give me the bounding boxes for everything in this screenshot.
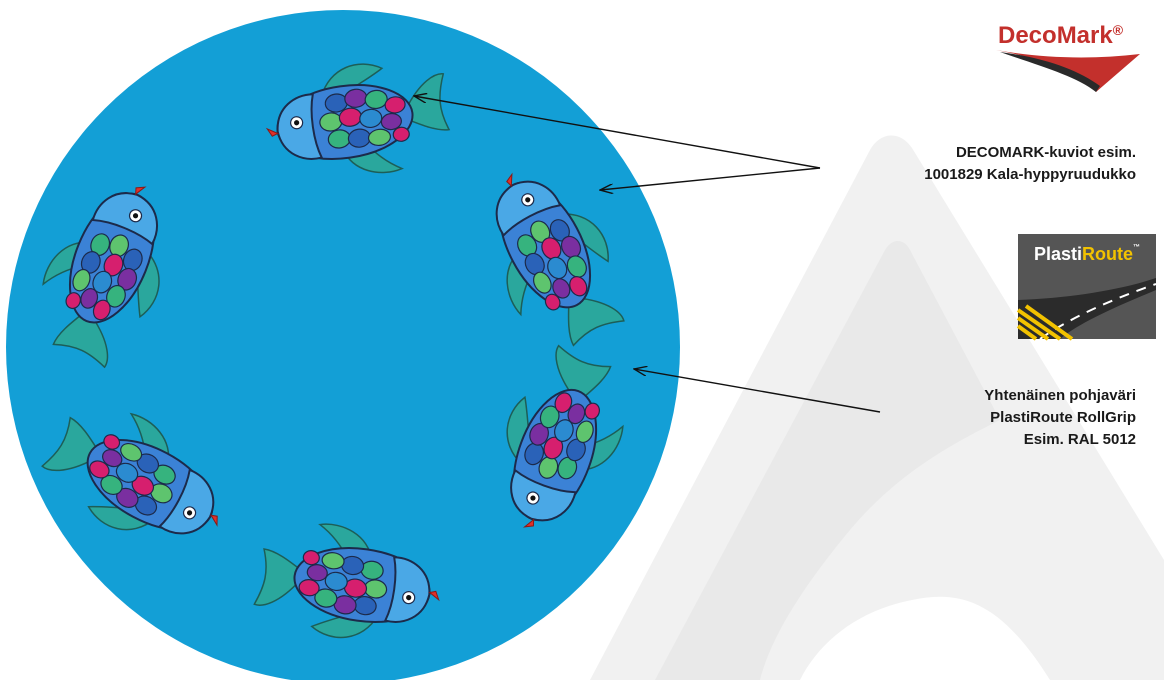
- plastiroute-logo-plasti: Plasti: [1033, 244, 1083, 264]
- decomark-info-line1: DECOMARK-kuviot esim.: [955, 144, 1136, 161]
- decomark-logo-reg: ®: [1113, 22, 1124, 38]
- base-color-info-label: Yhtenäinen pohjaväri PlastiRoute RollGri…: [984, 385, 1136, 451]
- decomark-logo-mark: Mark: [1057, 22, 1114, 49]
- plastiroute-logo-route: Route: [1082, 244, 1134, 264]
- base-color-info-line2: PlastiRoute RollGrip: [990, 409, 1136, 426]
- arrow-to-base-color: [634, 369, 881, 413]
- watermark-shape: [590, 135, 1164, 680]
- plastiroute-logo-road: [1016, 234, 1157, 341]
- plastiroute-logo-text: PlastiRoute™: [1018, 244, 1156, 265]
- decomark-logo: DecoMark®: [996, 22, 1140, 92]
- decomark-info-line2: 1001829 Kala-hyppyruudukko: [924, 166, 1136, 183]
- base-color-info-line3: Esim. RAL 5012: [1023, 431, 1136, 448]
- decomark-logo-deco: Deco: [998, 22, 1057, 49]
- arrow-to-top-fish: [414, 96, 821, 169]
- svg-text:DecoMark®: DecoMark®: [998, 22, 1124, 49]
- plastiroute-logo-tm: ™: [1133, 244, 1141, 251]
- arrow-to-right-fish: [600, 167, 821, 190]
- base-color-info-line1: Yhtenäinen pohjaväri: [984, 387, 1136, 404]
- decomark-arrows: [414, 96, 821, 190]
- decomark-info-label: DECOMARK-kuviot esim. 1001829 Kala-hyppy…: [924, 142, 1136, 186]
